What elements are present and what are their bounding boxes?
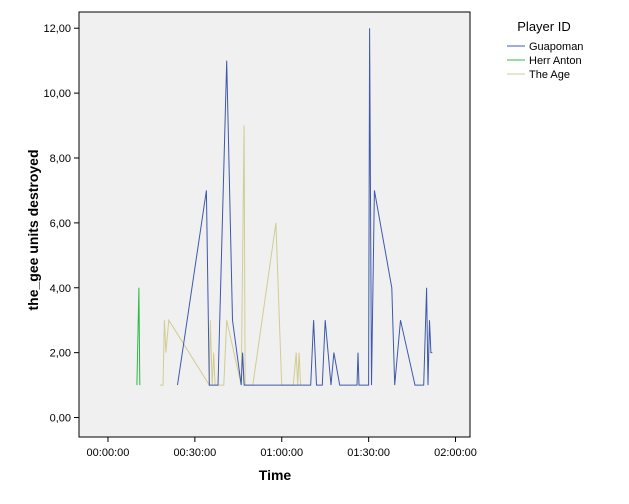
x-axis-title: Time (259, 467, 292, 483)
y-tick-label: 12,00 (43, 23, 71, 35)
x-tick-label: 02:00:00 (434, 447, 477, 459)
y-axis-title: the_gee units destroyed (25, 149, 41, 310)
y-tick-label: 4,00 (50, 283, 71, 295)
series-layer (136, 28, 433, 387)
legend-title: Player ID (517, 19, 570, 34)
x-tick-label: 00:00:00 (87, 447, 130, 459)
legend: Player ID Guapoman Herr Anton The Age (507, 19, 583, 81)
series-line-herr-anton (136, 287, 141, 386)
y-tick-label: 8,00 (50, 153, 71, 165)
legend-label-guapoman: Guapoman (529, 41, 583, 53)
x-axis: 00:00:00 00:30:00 01:00:00 01:30:00 02:00:00 (87, 437, 477, 459)
y-tick-label: 10,00 (43, 88, 71, 100)
plot-area (78, 11, 471, 438)
series-line-guapoman (177, 28, 433, 386)
y-tick-label: 6,00 (50, 218, 71, 230)
y-axis: 0,00 2,00 4,00 6,00 8,00 10,00 12,00 (43, 23, 79, 425)
x-tick-label: 01:30:00 (347, 447, 390, 459)
y-tick-label: 2,00 (50, 348, 71, 360)
legend-label-herr-anton: Herr Anton (529, 55, 582, 67)
x-tick-label: 01:00:00 (260, 447, 303, 459)
legend-label-the-age: The Age (529, 69, 570, 81)
x-tick-label: 00:30:00 (173, 447, 216, 459)
y-tick-label: 0,00 (50, 413, 71, 425)
